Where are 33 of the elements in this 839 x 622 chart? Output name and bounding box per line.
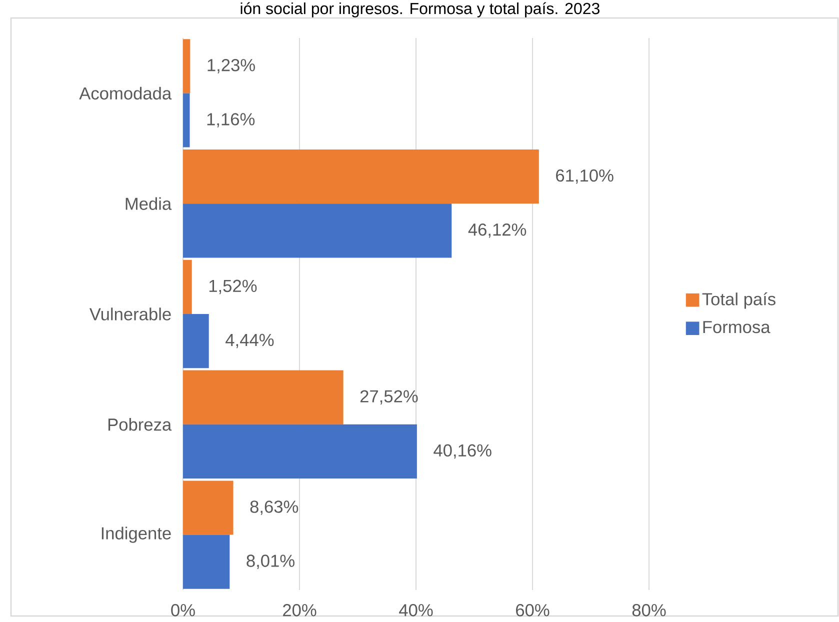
x-tick-label: 80% — [632, 604, 666, 616]
bar — [183, 260, 192, 314]
bar — [183, 314, 209, 368]
x-tick-label: 40% — [399, 604, 433, 616]
legend-label: Total país — [702, 292, 776, 309]
bar — [183, 149, 539, 204]
bar — [183, 39, 190, 94]
data-label: 1,23% — [208, 58, 255, 74]
bar — [183, 480, 234, 535]
data-label: 61,10% — [556, 169, 614, 184]
x-tick-label: 60% — [516, 604, 550, 616]
y-tick-label: Pobreza — [108, 418, 172, 431]
data-label: 1,52% — [209, 280, 257, 294]
bar — [183, 534, 230, 589]
data-label: 4,44% — [226, 334, 274, 348]
data-label: 46,12% — [468, 223, 526, 238]
y-tick-label: Media — [126, 197, 172, 210]
data-label: 8,63% — [250, 500, 298, 515]
bar — [183, 93, 190, 148]
x-tick-label: 0% — [171, 604, 195, 616]
bar — [183, 424, 417, 478]
bar — [183, 370, 344, 424]
data-label: 1,16% — [207, 113, 255, 128]
x-tick-label: 20% — [283, 604, 316, 616]
y-tick-label: Indigente — [102, 526, 171, 543]
bar — [183, 204, 452, 258]
legend-label: Formosa — [703, 321, 770, 334]
chart-title: ión social por ingresos. Formosa y total país. 2023 — [240, 2, 600, 18]
data-label: 8,01% — [246, 554, 294, 569]
data-label: 40,16% — [434, 444, 492, 459]
y-tick-label: Vulnerable — [89, 308, 171, 320]
y-tick-label: Acomodada — [79, 86, 172, 100]
data-label: 27,52% — [360, 390, 418, 404]
